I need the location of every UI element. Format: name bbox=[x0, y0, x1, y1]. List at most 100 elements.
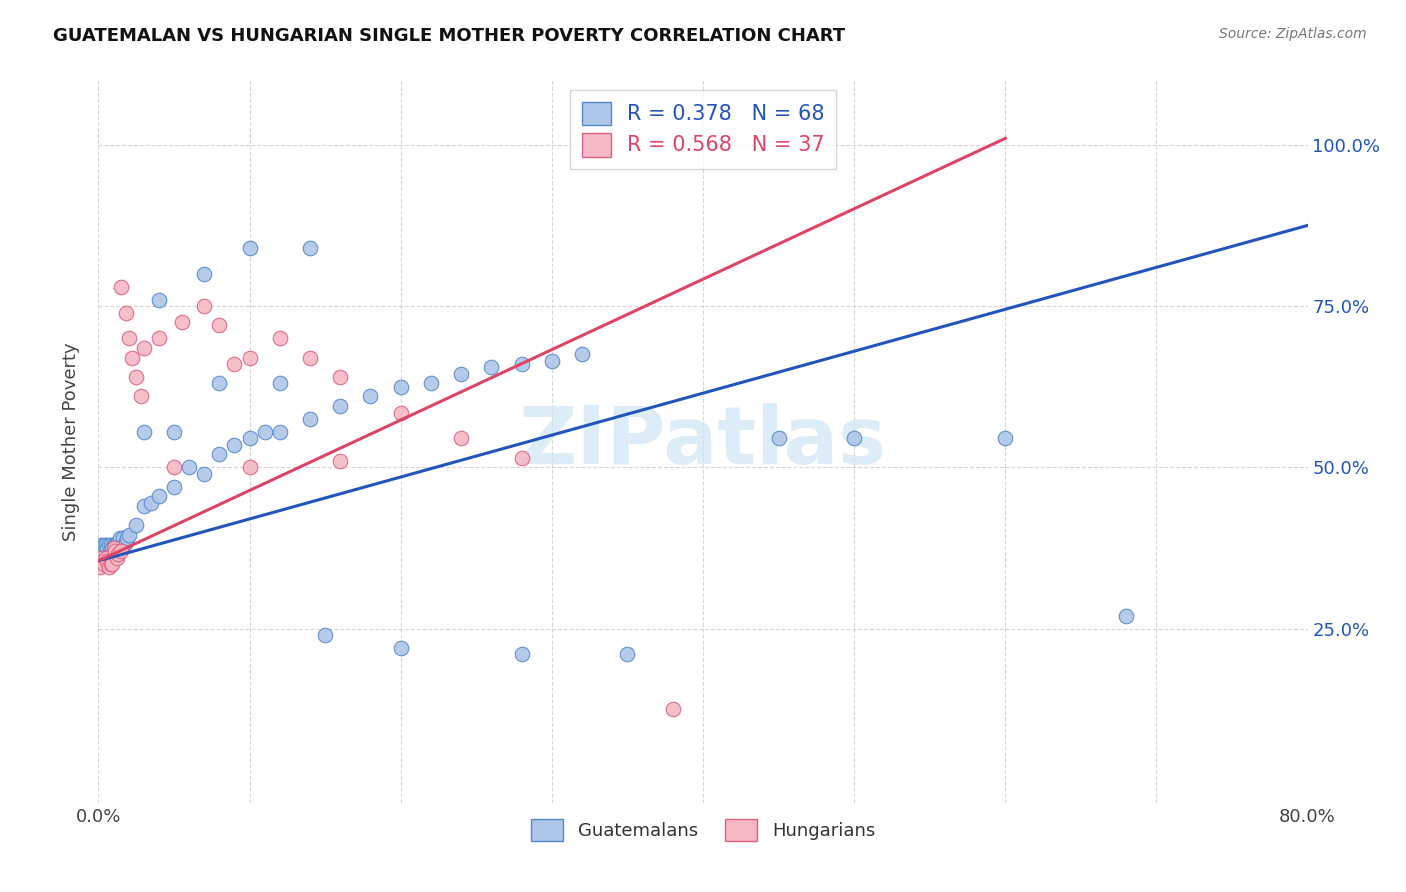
Point bbox=[93, 557, 115, 571]
Point bbox=[107, 548, 129, 562]
Point bbox=[112, 538, 135, 552]
Point bbox=[360, 389, 382, 403]
Point bbox=[90, 550, 112, 565]
Point bbox=[163, 480, 186, 494]
Point bbox=[239, 460, 262, 475]
Point bbox=[100, 538, 122, 552]
Point bbox=[193, 267, 215, 281]
Point bbox=[110, 538, 132, 552]
Point bbox=[389, 640, 412, 655]
Point bbox=[179, 460, 201, 475]
Point bbox=[616, 648, 638, 662]
Point bbox=[118, 331, 141, 345]
Point bbox=[111, 531, 134, 545]
Point bbox=[107, 534, 129, 549]
Point bbox=[105, 538, 128, 552]
Point bbox=[481, 360, 503, 375]
Point bbox=[208, 376, 231, 391]
Point bbox=[132, 425, 155, 439]
Point bbox=[224, 357, 246, 371]
Point bbox=[224, 438, 246, 452]
Point bbox=[110, 544, 132, 558]
Point bbox=[91, 541, 114, 555]
Point bbox=[208, 447, 231, 461]
Point bbox=[389, 380, 412, 394]
Point bbox=[94, 550, 117, 565]
Point bbox=[193, 299, 215, 313]
Point bbox=[114, 534, 136, 549]
Point bbox=[239, 431, 262, 445]
Point bbox=[90, 554, 112, 568]
Legend: Guatemalans, Hungarians: Guatemalans, Hungarians bbox=[523, 812, 883, 848]
Point bbox=[96, 554, 118, 568]
Point bbox=[98, 560, 121, 574]
Point bbox=[450, 367, 472, 381]
Point bbox=[108, 531, 131, 545]
Point bbox=[103, 548, 125, 562]
Point bbox=[389, 405, 412, 419]
Point bbox=[94, 548, 117, 562]
Y-axis label: Single Mother Poverty: Single Mother Poverty bbox=[62, 343, 80, 541]
Point bbox=[314, 628, 336, 642]
Point bbox=[96, 554, 118, 568]
Point bbox=[90, 538, 112, 552]
Point bbox=[94, 538, 117, 552]
Point bbox=[253, 425, 276, 439]
Point bbox=[148, 489, 170, 503]
Point bbox=[239, 351, 262, 365]
Point bbox=[329, 454, 352, 468]
Point bbox=[115, 531, 138, 545]
Point bbox=[269, 425, 291, 439]
Point bbox=[110, 279, 132, 293]
Point bbox=[100, 550, 122, 565]
Point bbox=[329, 370, 352, 384]
Point bbox=[118, 528, 141, 542]
Point bbox=[299, 412, 322, 426]
Point bbox=[170, 315, 193, 329]
Point bbox=[1115, 608, 1137, 623]
Point bbox=[450, 431, 472, 445]
Text: GUATEMALAN VS HUNGARIAN SINGLE MOTHER POVERTY CORRELATION CHART: GUATEMALAN VS HUNGARIAN SINGLE MOTHER PO… bbox=[53, 27, 845, 45]
Point bbox=[98, 538, 121, 552]
Point bbox=[91, 550, 114, 565]
Point bbox=[103, 538, 125, 552]
Point bbox=[96, 541, 118, 555]
Text: Source: ZipAtlas.com: Source: ZipAtlas.com bbox=[1219, 27, 1367, 41]
Point bbox=[510, 648, 533, 662]
Point bbox=[93, 538, 115, 552]
Point bbox=[571, 347, 593, 361]
Point bbox=[768, 431, 790, 445]
Point bbox=[329, 399, 352, 413]
Point bbox=[994, 431, 1017, 445]
Point bbox=[104, 538, 127, 552]
Point bbox=[93, 554, 115, 568]
Point bbox=[105, 550, 128, 565]
Point bbox=[420, 376, 443, 391]
Point bbox=[844, 431, 866, 445]
Point bbox=[91, 554, 114, 568]
Point bbox=[104, 544, 127, 558]
Point bbox=[163, 460, 186, 475]
Point bbox=[163, 425, 186, 439]
Point bbox=[125, 370, 148, 384]
Point bbox=[661, 702, 683, 716]
Point bbox=[148, 293, 170, 307]
Point bbox=[101, 557, 124, 571]
Point bbox=[89, 560, 111, 574]
Point bbox=[148, 331, 170, 345]
Point bbox=[101, 541, 124, 555]
Point bbox=[114, 305, 136, 319]
Point bbox=[269, 331, 291, 345]
Point bbox=[208, 318, 231, 333]
Point bbox=[89, 548, 111, 562]
Point bbox=[100, 557, 122, 571]
Point bbox=[510, 357, 533, 371]
Point bbox=[299, 241, 322, 255]
Point bbox=[141, 496, 163, 510]
Point bbox=[121, 351, 143, 365]
Point bbox=[132, 341, 155, 355]
Point bbox=[103, 541, 125, 555]
Point bbox=[98, 548, 121, 562]
Point bbox=[299, 351, 322, 365]
Text: ZIPatlas: ZIPatlas bbox=[519, 402, 887, 481]
